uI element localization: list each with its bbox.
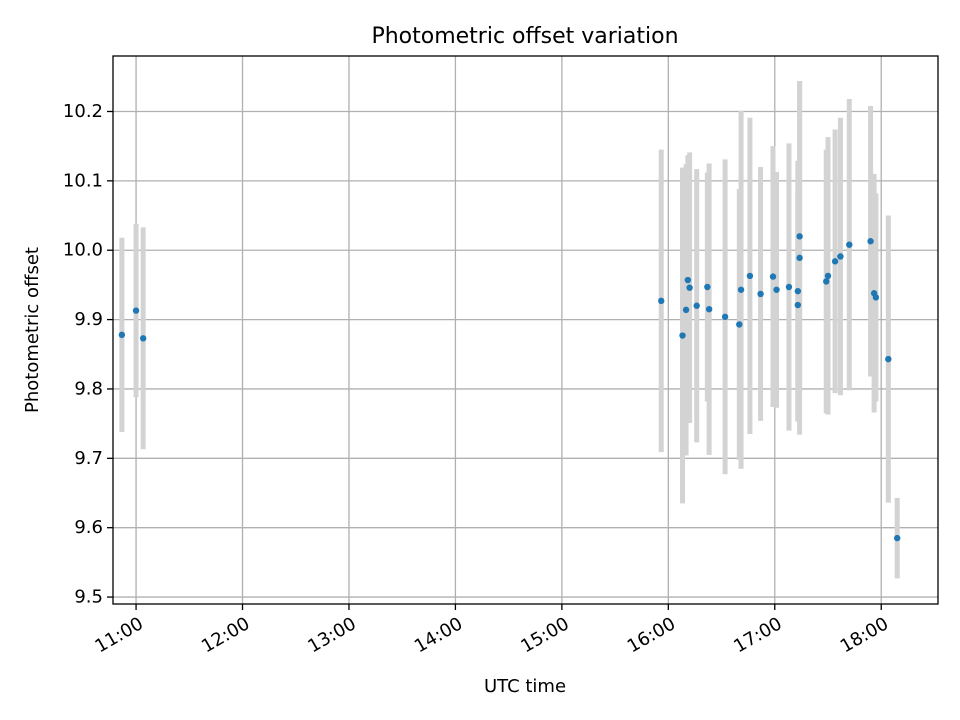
y-tick-label: 9.5 [74,587,103,608]
y-tick-label: 9.7 [74,448,103,469]
data-point [885,355,892,363]
data-point [682,306,690,314]
data-point [846,241,853,248]
data-point [679,332,686,339]
data-points [118,233,901,542]
data-point [796,233,803,240]
y-tick-label: 10.1 [63,170,103,191]
data-point [823,278,830,285]
data-point [794,287,802,295]
y-tick-label: 9.9 [74,309,103,330]
data-point [705,305,713,313]
y-axis-title: Photometric offset [22,247,43,413]
data-point [746,272,754,280]
data-point [769,273,777,280]
y-axis-ticks: 9.5 9.6 9.7 9.8 9.9 10.0 10.1 10.2 [63,101,113,608]
y-tick-label: 9.6 [74,517,103,538]
data-point [737,286,745,293]
y-tick-label: 10.2 [63,101,103,122]
data-point [693,302,700,309]
x-axis-title: UTC time [484,676,566,697]
data-point [704,283,711,291]
grid-lines [113,56,938,604]
data-point [132,307,140,314]
y-tick-label: 9.8 [74,378,103,399]
data-point [686,284,693,291]
data-point [658,297,665,305]
y-tick-label: 10.0 [63,240,103,261]
data-point [773,286,780,293]
data-point [794,301,802,309]
data-point [824,272,832,280]
plot-frame [112,55,939,605]
data-point [837,253,844,260]
data-point [684,276,692,284]
data-point [118,331,126,339]
data-point [785,283,793,291]
data-point [867,238,874,245]
data-point [757,290,764,298]
data-point [831,258,839,265]
data-point [721,313,729,321]
data-point [736,321,743,328]
data-point [893,534,901,542]
data-point [872,294,880,301]
data-point [139,335,147,342]
data-point [796,254,803,262]
chart-title: Photometric offset variation [371,24,678,49]
